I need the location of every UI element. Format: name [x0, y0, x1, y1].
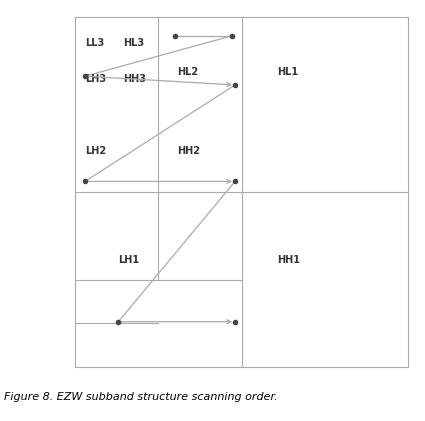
Text: HH3: HH3	[123, 75, 146, 85]
Text: Figure 8. EZW subband structure scanning order.: Figure 8. EZW subband structure scanning…	[4, 392, 278, 402]
Text: HL3: HL3	[123, 37, 144, 48]
Text: HH1: HH1	[277, 255, 300, 265]
Text: LH1: LH1	[119, 255, 139, 265]
Text: HL2: HL2	[177, 67, 198, 77]
Text: LH2: LH2	[85, 147, 106, 156]
Text: LH3: LH3	[85, 75, 106, 85]
Text: HH2: HH2	[177, 147, 200, 156]
Text: HL1: HL1	[277, 67, 298, 77]
Text: LL3: LL3	[85, 37, 104, 48]
